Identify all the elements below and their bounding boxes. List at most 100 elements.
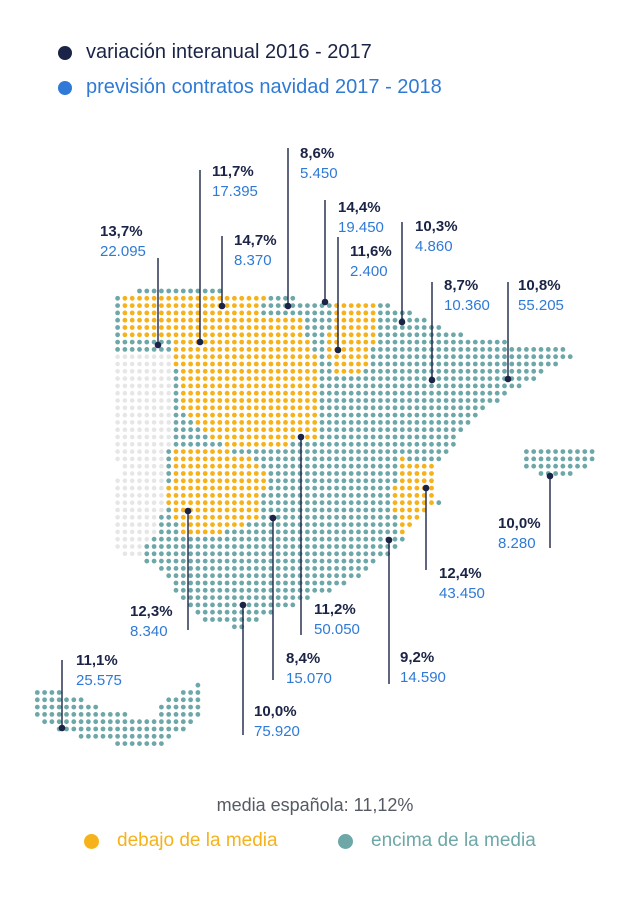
dot-below-average: [239, 412, 245, 418]
dot-above-average: [348, 434, 354, 440]
dot-above-average: [261, 573, 266, 579]
dot-below-average: [239, 325, 245, 330]
dot-outside: [129, 463, 135, 469]
dot-below-average: [210, 368, 215, 374]
dot-above-average: [363, 551, 369, 557]
region-variation: 10,8%: [518, 277, 561, 294]
dot-above-average: [319, 514, 325, 520]
dot-below-average: [122, 332, 128, 338]
dot-above-average: [217, 566, 223, 571]
dot-above-average: [385, 522, 391, 527]
dot-above-average: [290, 456, 296, 462]
dot-below-average: [210, 434, 215, 440]
dot-above-average: [261, 456, 266, 462]
dot-above-average: [392, 339, 398, 345]
dot-above-average: [392, 441, 398, 447]
dot-above-average: [283, 595, 288, 600]
dot-below-average: [275, 427, 281, 433]
dot-above-average: [472, 339, 478, 345]
dot-below-average: [144, 325, 150, 330]
dot-below-average: [268, 412, 274, 418]
dot-below-average: [312, 390, 318, 396]
dot-below-average: [356, 339, 361, 345]
dot-below-average: [180, 522, 186, 527]
dot-above-average: [407, 390, 412, 396]
dot-above-average: [144, 726, 150, 732]
dot-outside: [115, 515, 120, 520]
dot-above-average: [407, 398, 412, 403]
dot-outside: [122, 434, 128, 440]
dot-above-average: [312, 551, 318, 557]
dot-above-average: [283, 500, 288, 506]
dot-above-average: [107, 712, 113, 717]
dot-above-average: [465, 412, 471, 418]
dot-above-average: [385, 485, 391, 491]
dot-outside: [129, 434, 135, 440]
region-marker: [334, 346, 342, 354]
region-marker: [184, 507, 192, 515]
dot-above-average: [224, 580, 230, 586]
region-forecast: 14.590: [400, 669, 446, 686]
dot-below-average: [159, 317, 164, 323]
dot-below-average: [137, 332, 142, 338]
dot-below-average: [348, 361, 354, 367]
region-callout: 11,1%25.575: [58, 652, 122, 732]
dot-above-average: [202, 544, 208, 549]
dot-below-average: [195, 347, 201, 352]
dot-below-average: [224, 317, 230, 323]
dot-below-average: [173, 471, 179, 476]
dot-below-average: [253, 463, 259, 469]
dot-above-average: [356, 566, 361, 571]
dot-above-average: [334, 529, 339, 535]
dot-above-average: [100, 733, 106, 739]
dot-below-average: [239, 478, 245, 484]
dot-below-average: [399, 514, 405, 520]
dot-above-average: [166, 536, 172, 542]
dot-below-average: [399, 507, 405, 513]
dot-below-average: [363, 317, 369, 323]
dot-above-average: [253, 580, 259, 586]
dot-above-average: [232, 566, 237, 571]
dot-above-average: [341, 529, 347, 535]
dot-below-average: [246, 354, 252, 360]
dot-above-average: [414, 361, 420, 367]
dot-below-average: [173, 449, 179, 454]
dot-below-average: [414, 485, 420, 491]
dot-above-average: [180, 427, 186, 433]
dot-below-average: [348, 303, 354, 308]
dot-below-average: [239, 463, 245, 469]
dot-above-average: [545, 449, 551, 454]
dot-above-average: [480, 390, 485, 396]
dot-below-average: [188, 354, 194, 360]
dot-below-average: [239, 456, 245, 462]
dot-above-average: [232, 624, 237, 630]
dot-below-average: [283, 405, 288, 411]
dot-above-average: [319, 449, 325, 454]
dot-below-average: [232, 317, 237, 323]
dot-above-average: [363, 412, 369, 418]
dot-below-average: [232, 427, 237, 433]
dot-outside: [166, 361, 171, 367]
dot-above-average: [436, 449, 442, 454]
dot-below-average: [261, 412, 266, 418]
dot-above-average: [166, 471, 172, 476]
dot-below-average: [166, 500, 172, 506]
dot-above-average: [399, 405, 405, 411]
dot-above-average: [421, 398, 427, 403]
dot-outside: [144, 529, 150, 535]
dot-outside: [115, 369, 120, 374]
dot-outside: [144, 522, 150, 527]
dot-above-average: [195, 558, 201, 564]
dot-below-average: [129, 332, 135, 338]
dot-above-average: [305, 441, 310, 447]
dot-above-average: [56, 697, 62, 703]
dot-below-average: [268, 368, 274, 374]
dot-above-average: [253, 587, 259, 593]
dot-below-average: [261, 354, 266, 360]
dot-above-average: [414, 347, 420, 352]
legend-forecast: previsión contratos navidad 2017 - 2018: [58, 76, 442, 99]
region-marker: [422, 484, 430, 492]
dot-above-average: [480, 347, 485, 352]
dot-below-average: [122, 317, 128, 323]
dot-below-average: [290, 427, 296, 433]
